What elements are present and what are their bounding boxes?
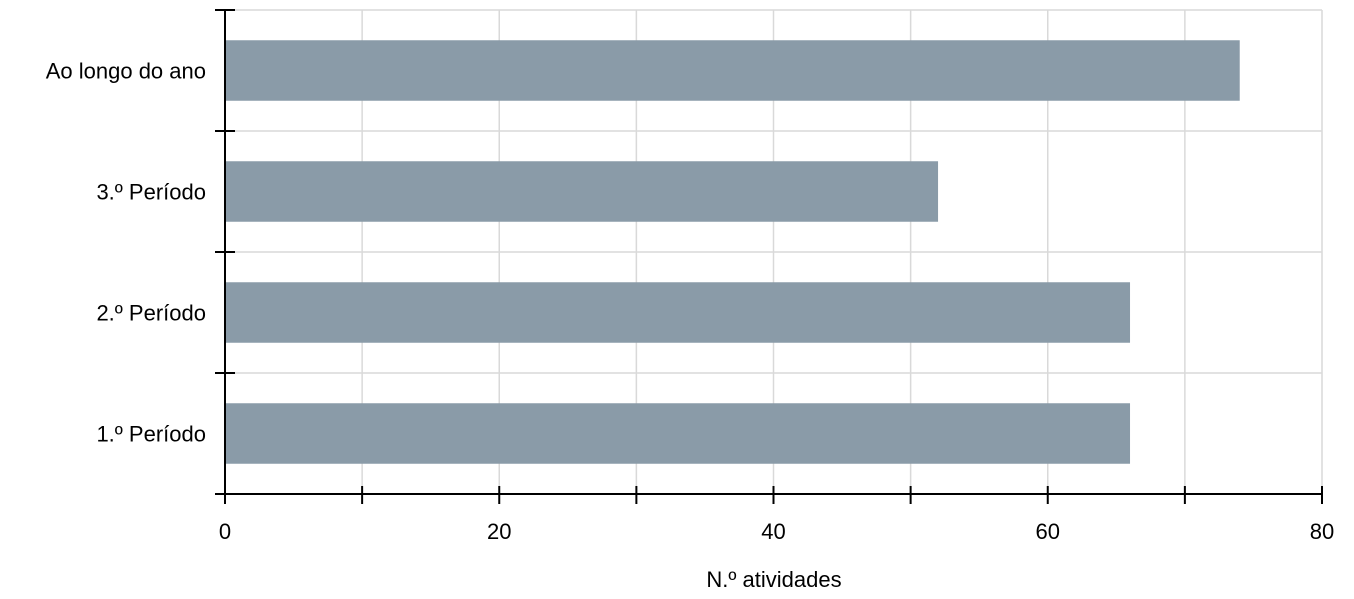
- x-tick-label: 20: [487, 519, 511, 544]
- x-tick-label: 80: [1310, 519, 1334, 544]
- x-tick-label: 60: [1036, 519, 1060, 544]
- bar: [225, 403, 1131, 464]
- axes-layer: [215, 9, 1323, 504]
- y-tick-label: Ao longo do ano: [46, 59, 206, 84]
- labels-layer: 1.º Período 2.º Período 3.º Período Ao long…: [46, 59, 1335, 545]
- bar: [225, 282, 1131, 343]
- x-axis-title: N.º atividades: [706, 567, 841, 592]
- bars-layer: [225, 40, 1240, 464]
- x-tick-label: 0: [219, 519, 231, 544]
- bar: [225, 40, 1240, 101]
- bar: [225, 161, 939, 222]
- y-tick-label: 1.º Período: [96, 422, 206, 447]
- y-tick-label: 3.º Período: [96, 180, 206, 205]
- x-tick-label: 40: [761, 519, 785, 544]
- y-tick-label: 2.º Período: [96, 301, 206, 326]
